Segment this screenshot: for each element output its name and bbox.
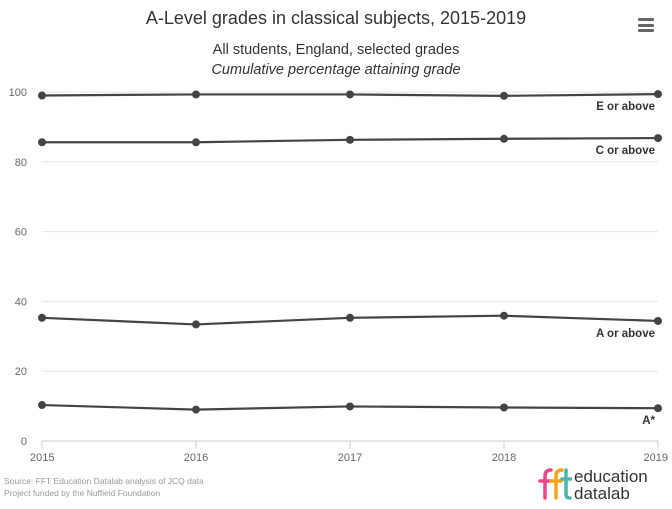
data-point-c-or-above-2018: [500, 134, 508, 143]
data-point-a-2017: [346, 402, 354, 411]
data-point-a-or-above-2016: [192, 320, 200, 329]
y-tick-label-60: 60: [15, 227, 27, 239]
x-tick-label-2019: 2019: [644, 452, 668, 464]
data-point-a-or-above-2017: [346, 313, 354, 322]
series-label-a-or-above: A or above: [596, 328, 655, 340]
x-axis: 2015 2016 2017 2018 2019: [30, 440, 668, 464]
y-axis: 0 20 40 60 80 100: [9, 87, 27, 448]
data-point-a-or-above-2015: [38, 313, 46, 322]
x-tick-label-2017: 2017: [338, 452, 362, 464]
source-line-1: Source: FFT Education Datalab analysis o…: [4, 476, 204, 486]
data-point-c-or-above-2016: [192, 138, 200, 147]
chart-subtitle: All students, England, selected grades C…: [0, 40, 672, 80]
data-point-e-or-above-2019: [654, 90, 662, 99]
subtitle-line-2: Cumulative percentage attaining grade: [211, 62, 461, 78]
source-note: Source: FFT Education Datalab analysis o…: [4, 475, 204, 499]
fft-logo-mark-icon: [538, 468, 572, 500]
data-point-a-2016: [192, 405, 200, 414]
series-group: E or above C or above A or above A*: [38, 90, 662, 427]
x-tick-label-2015: 2015: [30, 452, 54, 464]
x-tick-label-2016: 2016: [184, 452, 208, 464]
series-label-c-or-above: C or above: [596, 145, 655, 157]
y-tick-label-40: 40: [15, 296, 27, 308]
data-point-a-2019: [654, 404, 662, 413]
source-line-2: Project funded by the Nuffield Foundatio…: [4, 488, 161, 498]
y-tick-label-0: 0: [21, 436, 27, 448]
data-point-c-or-above-2019: [654, 134, 662, 143]
data-point-a-2015: [38, 401, 46, 410]
fft-education-datalab-logo[interactable]: education datalab: [536, 466, 668, 504]
logo-wordmark: education datalab: [574, 468, 648, 502]
data-point-e-or-above-2015: [38, 91, 46, 100]
logo-word-1: education: [574, 467, 648, 486]
line-chart: 0 20 40 60 80 100 2015 2016 2017 2018 2019 E or a…: [9, 87, 668, 464]
chart-title: A-Level grades in classical subjects, 20…: [145, 8, 527, 28]
y-tick-label-80: 80: [15, 157, 27, 169]
data-point-a-2018: [500, 403, 508, 412]
x-tick-label-2018: 2018: [492, 452, 516, 464]
grid-lines: [42, 91, 658, 442]
logo-word-2: datalab: [574, 484, 630, 503]
data-point-e-or-above-2017: [346, 90, 354, 99]
data-point-c-or-above-2017: [346, 135, 354, 144]
data-point-e-or-above-2016: [192, 90, 200, 99]
hamburger-menu-icon[interactable]: [636, 16, 656, 34]
data-point-c-or-above-2015: [38, 138, 46, 147]
series-label-e-or-above: E or above: [596, 101, 655, 113]
y-tick-label-20: 20: [15, 366, 27, 378]
subtitle-line-1: All students, England, selected grades: [212, 42, 460, 58]
data-point-a-or-above-2019: [654, 316, 662, 325]
data-point-a-or-above-2018: [500, 311, 508, 320]
data-point-e-or-above-2018: [500, 91, 508, 100]
y-tick-label-100: 100: [9, 87, 27, 99]
series-label-a: A*: [642, 415, 655, 427]
